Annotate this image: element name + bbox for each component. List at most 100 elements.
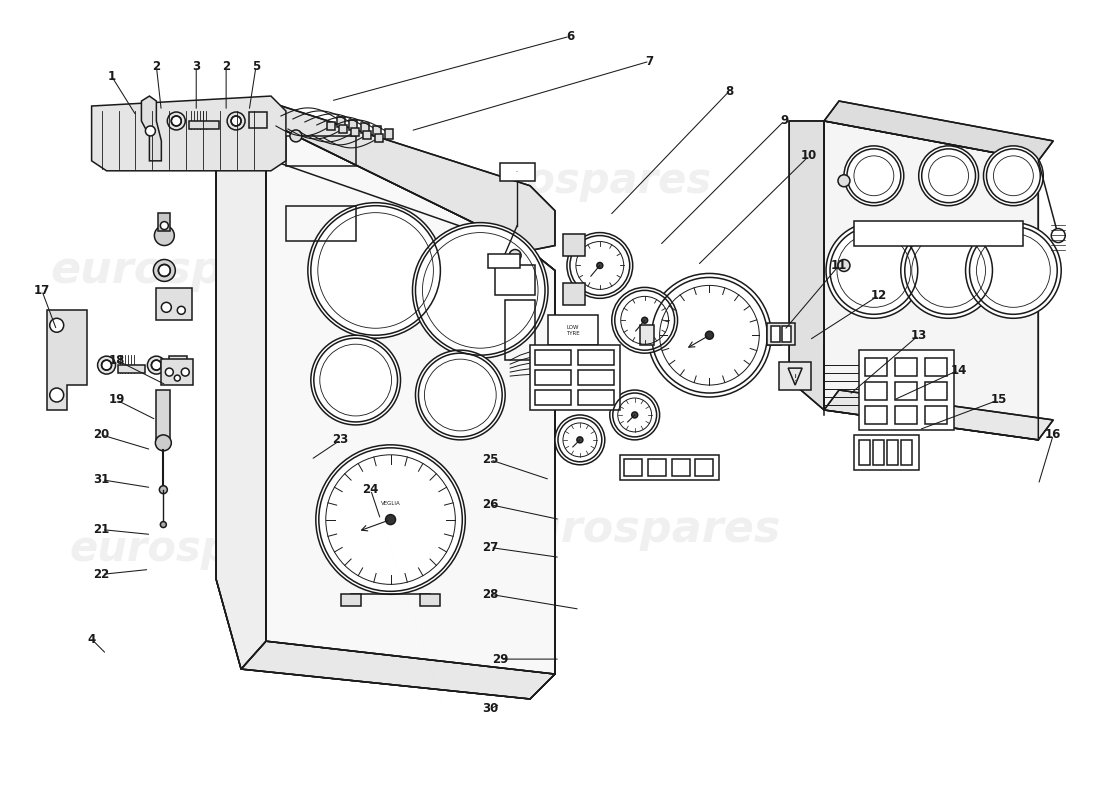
- Text: VEGLIA: VEGLIA: [381, 501, 400, 506]
- Text: 3: 3: [192, 60, 200, 73]
- Polygon shape: [266, 121, 556, 674]
- Circle shape: [165, 368, 174, 376]
- Circle shape: [631, 412, 638, 418]
- Text: 29: 29: [492, 653, 508, 666]
- Bar: [500, 163, 535, 181]
- Circle shape: [609, 390, 660, 440]
- Bar: [361, 123, 368, 133]
- Circle shape: [153, 259, 175, 282]
- Polygon shape: [217, 121, 266, 669]
- Bar: [578, 390, 614, 405]
- Text: 4: 4: [88, 633, 96, 646]
- Circle shape: [158, 265, 170, 277]
- Text: 29: 29: [516, 170, 518, 172]
- Circle shape: [50, 388, 64, 402]
- Polygon shape: [824, 101, 1053, 161]
- Text: 28: 28: [482, 588, 498, 601]
- Bar: [901, 440, 912, 465]
- Bar: [563, 283, 585, 306]
- Text: 2: 2: [222, 60, 230, 73]
- Text: 14: 14: [950, 364, 967, 377]
- Bar: [385, 129, 393, 139]
- Circle shape: [147, 356, 165, 374]
- Circle shape: [160, 486, 167, 494]
- Circle shape: [154, 226, 174, 246]
- Bar: [865, 358, 887, 376]
- Circle shape: [386, 514, 396, 525]
- Bar: [488, 254, 520, 269]
- Circle shape: [316, 445, 465, 594]
- Bar: [925, 358, 947, 376]
- Text: 11: 11: [830, 259, 847, 272]
- Circle shape: [101, 360, 111, 370]
- Text: 9: 9: [780, 114, 789, 127]
- Bar: [341, 594, 361, 606]
- Circle shape: [174, 375, 180, 381]
- Bar: [865, 406, 887, 424]
- Bar: [548, 315, 597, 345]
- Bar: [695, 458, 714, 476]
- Bar: [767, 326, 781, 345]
- Bar: [779, 362, 811, 390]
- Bar: [767, 323, 795, 345]
- Bar: [530, 345, 619, 410]
- Circle shape: [172, 116, 182, 126]
- Text: 21: 21: [94, 523, 110, 536]
- Bar: [648, 458, 666, 476]
- Text: 13: 13: [911, 329, 927, 342]
- Circle shape: [167, 112, 185, 130]
- Circle shape: [162, 302, 172, 312]
- Bar: [349, 120, 356, 130]
- Circle shape: [227, 112, 245, 130]
- Circle shape: [838, 174, 850, 186]
- Circle shape: [145, 126, 155, 136]
- Circle shape: [177, 306, 185, 314]
- Circle shape: [1052, 229, 1065, 242]
- Bar: [339, 125, 346, 133]
- Text: 12: 12: [871, 289, 887, 302]
- Text: eurospares: eurospares: [449, 160, 712, 202]
- Polygon shape: [824, 121, 1038, 440]
- Bar: [189, 121, 219, 129]
- Text: 19: 19: [108, 394, 124, 406]
- Bar: [619, 455, 719, 480]
- Text: 26: 26: [482, 498, 498, 511]
- Circle shape: [983, 146, 1043, 206]
- Text: LOW
TYRE: LOW TYRE: [566, 325, 580, 336]
- Text: 27: 27: [482, 541, 498, 554]
- Circle shape: [311, 335, 400, 425]
- Bar: [640, 326, 653, 345]
- Bar: [578, 370, 614, 385]
- Bar: [894, 406, 916, 424]
- Polygon shape: [266, 101, 556, 250]
- Polygon shape: [824, 390, 1053, 440]
- Bar: [854, 435, 918, 470]
- Bar: [782, 326, 791, 342]
- Circle shape: [308, 202, 443, 338]
- Circle shape: [844, 146, 904, 206]
- Text: 10: 10: [801, 150, 817, 162]
- Bar: [894, 382, 916, 400]
- Bar: [925, 382, 947, 400]
- Text: !: !: [793, 374, 796, 382]
- Text: 2: 2: [152, 60, 161, 73]
- Circle shape: [416, 350, 505, 440]
- Circle shape: [576, 437, 583, 443]
- Text: 17: 17: [34, 284, 50, 297]
- Bar: [535, 370, 571, 385]
- Polygon shape: [91, 96, 286, 170]
- Text: 20: 20: [94, 428, 110, 442]
- Bar: [887, 440, 898, 465]
- Circle shape: [161, 222, 168, 230]
- Bar: [672, 458, 690, 476]
- Circle shape: [556, 415, 605, 465]
- Polygon shape: [789, 121, 824, 410]
- Bar: [771, 326, 780, 342]
- Bar: [158, 213, 170, 230]
- Circle shape: [290, 130, 301, 142]
- Bar: [505, 300, 535, 360]
- Polygon shape: [241, 641, 556, 699]
- Bar: [495, 266, 535, 295]
- Circle shape: [412, 222, 548, 358]
- Circle shape: [566, 233, 632, 298]
